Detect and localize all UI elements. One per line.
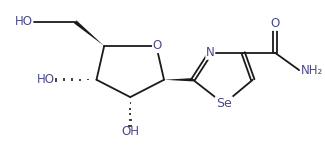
- Text: N: N: [206, 46, 215, 59]
- Text: HO: HO: [15, 15, 33, 28]
- Text: HO: HO: [37, 73, 55, 86]
- Polygon shape: [74, 20, 104, 46]
- Text: O: O: [153, 39, 162, 52]
- Text: Se: Se: [216, 97, 232, 110]
- Text: OH: OH: [121, 125, 139, 138]
- Text: O: O: [270, 17, 280, 30]
- Polygon shape: [164, 78, 193, 81]
- Text: NH₂: NH₂: [301, 64, 323, 77]
